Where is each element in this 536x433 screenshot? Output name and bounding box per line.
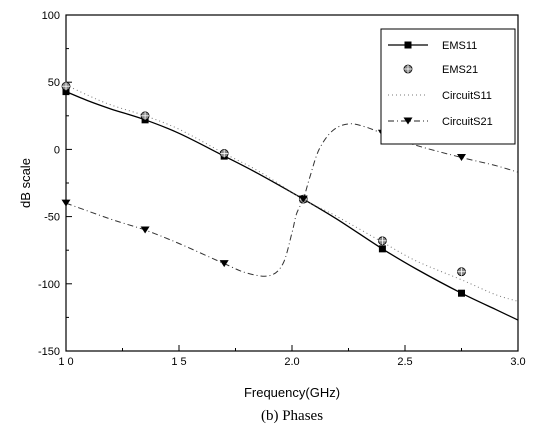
x-tick-label: 1 0 xyxy=(58,356,73,368)
point-circuits21 xyxy=(61,199,71,207)
x-axis-title: Frequency(GHz) xyxy=(244,385,340,400)
point-ems21 xyxy=(61,81,71,91)
point-ems21 xyxy=(377,236,387,246)
legend-label-circuits11: CircuitS11 xyxy=(442,90,492,102)
legend-marker-circuits21 xyxy=(403,117,413,125)
point-ems21 xyxy=(457,267,466,277)
point-ems11 xyxy=(62,88,70,96)
series-line-circuits21 xyxy=(65,123,519,277)
point-ems11 xyxy=(378,245,386,253)
x-tick-label: 1 5 xyxy=(171,356,186,368)
legend-label-circuits21: CircuitS21 xyxy=(442,116,493,128)
y-tick-label: -100 xyxy=(38,279,60,291)
y-tick-label: 0 xyxy=(54,144,60,156)
point-ems21 xyxy=(219,149,229,158)
y-tick-label: -150 xyxy=(38,346,60,358)
point-ems11 xyxy=(458,289,465,297)
x-tick-label: 2.0 xyxy=(284,356,299,368)
legend-box xyxy=(380,28,516,145)
y-tick-label: -50 xyxy=(44,212,60,224)
axis-ticks: 1 0 1 5 2.0 2.5 3.0 100 50 0 -50 -100 -150 xyxy=(38,10,526,368)
point-circuits21 xyxy=(140,226,150,234)
series-line-circuits11 xyxy=(65,84,519,302)
point-circuits21 xyxy=(457,153,466,161)
legend-marker-ems11 xyxy=(404,41,412,49)
legend-label-ems21: EMS21 xyxy=(442,64,478,76)
y-tick-label: 50 xyxy=(48,77,60,89)
point-ems21 xyxy=(140,111,150,121)
point-circuits21 xyxy=(298,195,308,203)
legend-label-ems11: EMS11 xyxy=(442,40,477,52)
x-tick-label: 2.5 xyxy=(397,356,412,368)
y-tick-label: 100 xyxy=(42,10,60,22)
figure-caption: (b) Phases xyxy=(261,408,323,424)
x-tick-label: 3.0 xyxy=(510,356,525,368)
point-circuits21 xyxy=(219,260,229,268)
legend: EMS11 EMS21 CircuitS11 CircuitS21 xyxy=(380,28,516,145)
y-axis-title: dB scale xyxy=(18,158,33,208)
legend-marker-ems21 xyxy=(403,64,413,74)
